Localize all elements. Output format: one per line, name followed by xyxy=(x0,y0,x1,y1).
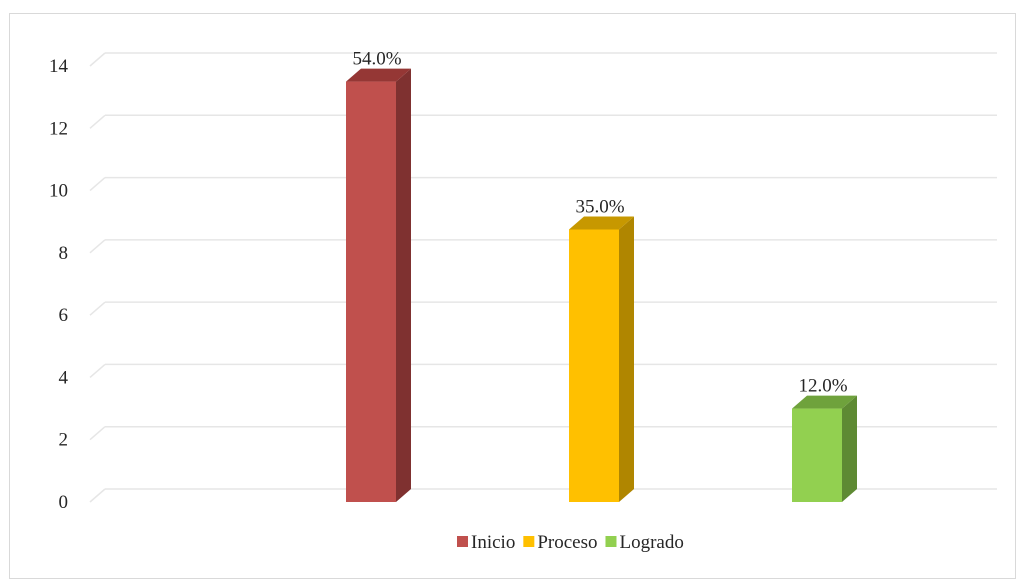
y-tick-label-12: 12 xyxy=(49,118,68,139)
bar-top-proceso xyxy=(569,216,634,230)
gridlines xyxy=(89,52,997,503)
gridline-depth-0 xyxy=(89,488,106,503)
data-labels: 54.0% 35.0% 12.0% xyxy=(352,49,847,397)
legend-swatch-proceso xyxy=(523,536,535,547)
bar-inicio xyxy=(346,68,411,503)
y-tick-label-8: 8 xyxy=(59,243,69,264)
bar-side-proceso xyxy=(619,216,634,502)
y-tick-label-0: 0 xyxy=(59,492,69,513)
data-label-logrado: 12.0% xyxy=(798,376,847,397)
bar-side-logrado xyxy=(842,395,857,502)
bar-proceso xyxy=(569,216,634,502)
bar-logrado xyxy=(792,395,857,502)
gridline-depth-2 xyxy=(89,426,106,441)
bar-chart: 0 2 4 6 8 10 12 14 54.0% 35.0% 12.0% Inicio Proces… xyxy=(49,49,997,553)
gridline-depth-14 xyxy=(89,52,106,67)
gridline-depth-10 xyxy=(89,177,106,192)
data-label-inicio: 54.0% xyxy=(352,49,401,70)
bar-front-inicio xyxy=(346,81,396,503)
gridline-depth-4 xyxy=(89,363,106,378)
gridline-depth-6 xyxy=(89,301,106,316)
y-tick-label-10: 10 xyxy=(49,181,68,202)
y-tick-label-14: 14 xyxy=(49,56,69,77)
data-label-proceso: 35.0% xyxy=(575,197,624,218)
bar-side-inicio xyxy=(396,68,411,503)
y-tick-label-6: 6 xyxy=(59,305,69,326)
y-tick-label-4: 4 xyxy=(59,367,69,388)
chart-frame: 0 2 4 6 8 10 12 14 54.0% 35.0% 12.0% Inicio Proces… xyxy=(9,13,1016,579)
y-tick-label-2: 2 xyxy=(59,430,69,451)
gridline-depth-8 xyxy=(89,239,106,254)
bar-front-proceso xyxy=(569,229,619,502)
legend-label-proceso: Proceso xyxy=(537,532,597,553)
gridline-depth-12 xyxy=(89,114,106,129)
bars xyxy=(346,68,857,503)
y-axis-tick-labels: 0 2 4 6 8 10 12 14 xyxy=(49,56,69,513)
legend-swatch-logrado xyxy=(605,536,617,547)
bar-top-logrado xyxy=(792,395,857,409)
bar-top-inicio xyxy=(346,68,411,82)
legend-swatch-inicio xyxy=(457,536,468,547)
bar-front-logrado xyxy=(792,408,842,502)
legend: Inicio Proceso Logrado xyxy=(457,532,684,553)
legend-label-logrado: Logrado xyxy=(619,532,683,553)
legend-label-inicio: Inicio xyxy=(471,532,515,553)
